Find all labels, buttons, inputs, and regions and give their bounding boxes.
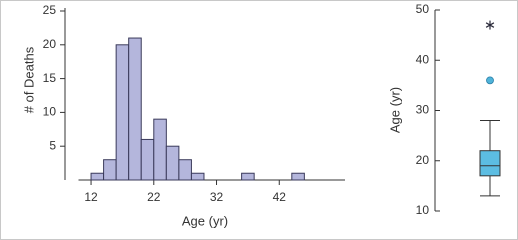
y-tick-label: 10 [416, 203, 430, 217]
star-stroke [485, 22, 495, 28]
bar [103, 159, 117, 181]
bar [128, 37, 142, 181]
bar [90, 172, 105, 181]
outlier-star [485, 20, 495, 30]
box [479, 150, 501, 177]
bar [178, 159, 192, 181]
x-tick-label: 32 [210, 190, 224, 204]
bar [190, 172, 205, 181]
y-tick-label: 20 [416, 153, 430, 167]
bar [140, 138, 155, 181]
bar [115, 44, 130, 181]
outlier-circle [486, 76, 494, 85]
y-tick-label: 40 [416, 52, 430, 66]
x-tick-label: 42 [273, 190, 287, 204]
bar [165, 145, 180, 181]
box-y-axis-label: Age (yr) [387, 87, 402, 133]
y-tick-label: 30 [416, 103, 430, 117]
bar [241, 172, 255, 181]
y-tick-label: 10 [43, 105, 57, 119]
y-tick-label: 15 [43, 71, 57, 85]
x-axis-label: Age (yr) [182, 213, 228, 228]
bar [291, 172, 305, 181]
y-tick-label: 5 [49, 138, 56, 152]
y-tick-label: 20 [43, 37, 57, 51]
x-tick-label: 12 [84, 190, 98, 204]
bar [153, 118, 167, 181]
y-tick-label: 25 [43, 3, 57, 17]
y-tick-label: 50 [416, 2, 430, 16]
y-axis-label: # of Deaths [21, 46, 36, 113]
x-tick-label: 22 [147, 190, 161, 204]
